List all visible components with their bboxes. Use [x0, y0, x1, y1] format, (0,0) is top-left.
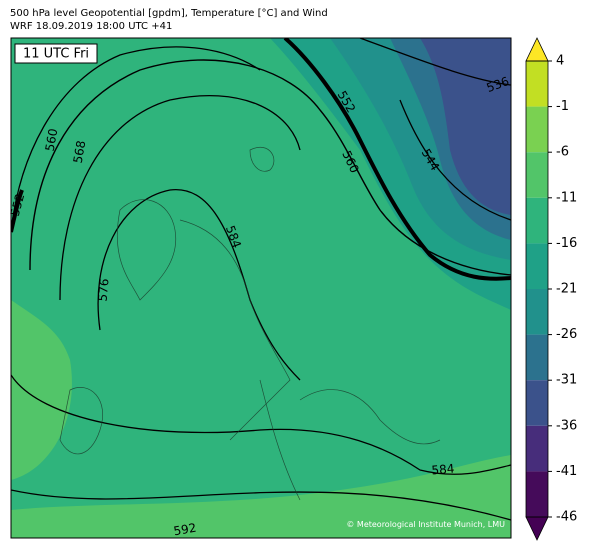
colorbar-band [526, 152, 548, 198]
colorbar-tick-label: -36 [556, 418, 577, 433]
contours [11, 38, 511, 521]
colorbar-tick-label: -6 [556, 145, 569, 160]
colorbar-tick-label: -26 [556, 327, 577, 342]
colorbar-tick-label: 4 [556, 54, 564, 69]
colorbar-under [525, 516, 549, 541]
colorbar-tick-label: -16 [556, 236, 577, 251]
colorbar-tick-label: -41 [556, 464, 577, 479]
colorbar-tick-label: -21 [556, 282, 577, 297]
coastlines [59, 147, 441, 501]
colorbar-band [526, 471, 548, 517]
colorbar-tick-label: -31 [556, 373, 577, 388]
copyright: © Meteorological Institute Munich, LMU [346, 520, 505, 529]
map: 11 UTC Fri © Meteorological Institute Mu… [10, 37, 512, 539]
time-label: 11 UTC Fri [23, 47, 89, 62]
colorbar-band [526, 61, 548, 107]
colorbar-tick-label: -46 [556, 510, 577, 525]
contour-label: 560 [43, 127, 61, 152]
title: 500 hPa level Geopotential [gpdm], Tempe… [10, 8, 328, 19]
contour-bold [11, 189, 24, 233]
time-box [14, 43, 98, 64]
contour-label: 592 [172, 521, 197, 539]
contour-bold [283, 38, 511, 281]
colorbar-band [526, 106, 548, 153]
contour-label: 576 [96, 278, 112, 302]
colorbar-tick-label: -11 [556, 190, 577, 205]
subtitle: WRF 18.09.2019 18:00 UTC +41 [10, 21, 172, 32]
warm-area [11, 300, 72, 480]
colorbar: 4 -1 -6 -11 -16 -21 -26 -31 -36 -41 -46 [525, 37, 577, 541]
colorbar-tick-label: -1 [556, 99, 569, 114]
contour-label: 552 [8, 192, 27, 218]
contour-label: 568 [71, 139, 89, 164]
map-frame [10, 37, 512, 539]
colorbar-band [526, 380, 548, 426]
colorbar-over [525, 37, 549, 62]
colorbar-band [526, 243, 548, 289]
warm-area [11, 455, 511, 538]
colorbar-band [526, 425, 548, 472]
colorbar-band [526, 289, 548, 335]
contour-label: 584 [431, 462, 455, 478]
colorbar-band [526, 334, 548, 381]
colorbar-band [526, 197, 548, 244]
cold-area [420, 38, 511, 215]
